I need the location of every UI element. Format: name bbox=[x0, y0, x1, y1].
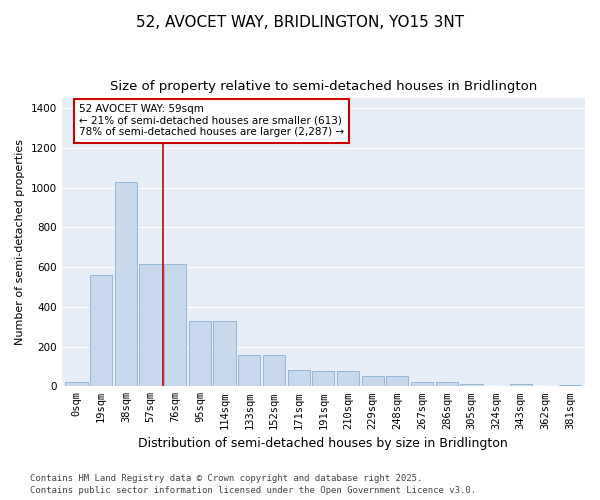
Bar bbox=[312, 372, 334, 386]
Bar bbox=[189, 321, 211, 386]
Bar bbox=[263, 354, 285, 386]
Bar bbox=[164, 264, 187, 386]
Bar bbox=[214, 321, 236, 386]
Bar bbox=[238, 354, 260, 386]
Text: 52, AVOCET WAY, BRIDLINGTON, YO15 3NT: 52, AVOCET WAY, BRIDLINGTON, YO15 3NT bbox=[136, 15, 464, 30]
Y-axis label: Number of semi-detached properties: Number of semi-detached properties bbox=[15, 140, 25, 346]
Bar bbox=[411, 382, 433, 386]
Bar bbox=[90, 275, 112, 386]
Bar bbox=[139, 264, 161, 386]
X-axis label: Distribution of semi-detached houses by size in Bridlington: Distribution of semi-detached houses by … bbox=[139, 437, 508, 450]
Bar bbox=[386, 376, 409, 386]
Bar bbox=[510, 384, 532, 386]
Bar bbox=[65, 382, 88, 386]
Title: Size of property relative to semi-detached houses in Bridlington: Size of property relative to semi-detach… bbox=[110, 80, 537, 93]
Bar bbox=[287, 370, 310, 386]
Bar bbox=[436, 382, 458, 386]
Bar bbox=[460, 384, 482, 386]
Bar bbox=[337, 372, 359, 386]
Text: Contains HM Land Registry data © Crown copyright and database right 2025.
Contai: Contains HM Land Registry data © Crown c… bbox=[30, 474, 476, 495]
Bar bbox=[362, 376, 384, 386]
Bar bbox=[115, 182, 137, 386]
Text: 52 AVOCET WAY: 59sqm
← 21% of semi-detached houses are smaller (613)
78% of semi: 52 AVOCET WAY: 59sqm ← 21% of semi-detac… bbox=[79, 104, 344, 138]
